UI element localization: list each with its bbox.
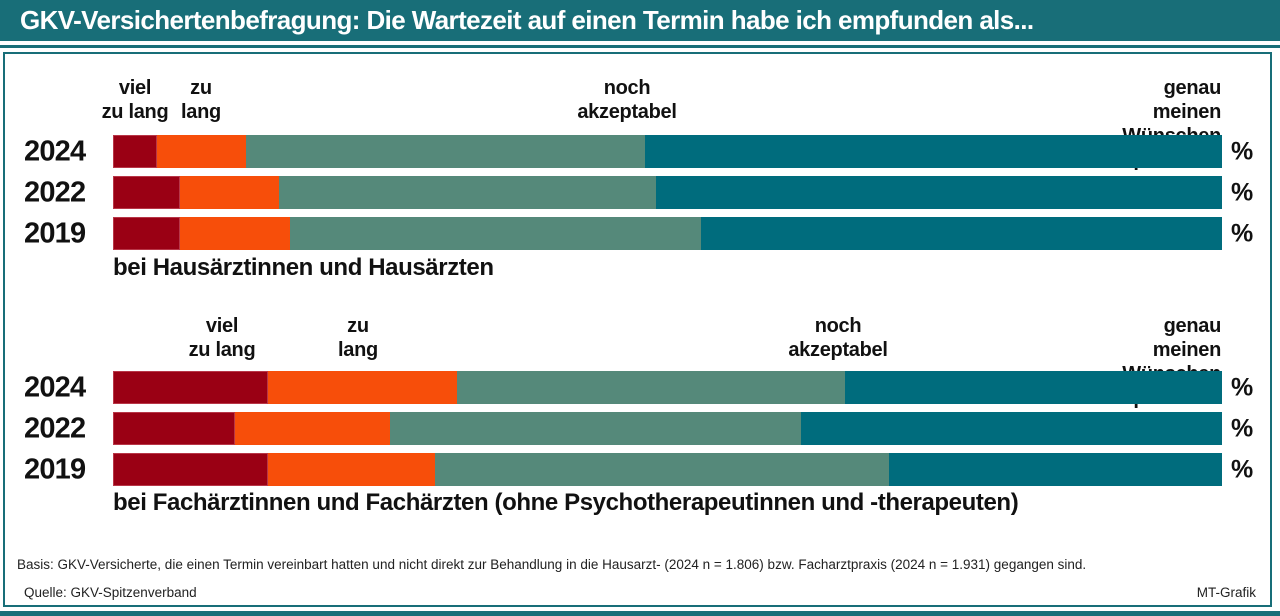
year-label: 2022	[24, 412, 86, 444]
column-label: noch akzeptabel	[788, 315, 888, 361]
segment-zu-lang	[179, 217, 291, 250]
segment-noch-akzeptabel	[290, 217, 701, 250]
column-label: viel zu lang	[101, 77, 169, 123]
segment-genau-meinen-wuenschen	[645, 135, 1222, 168]
percent-sign: %	[1231, 373, 1254, 401]
column-label: noch akzeptabel	[577, 77, 677, 123]
segment-viel-zu-lang	[113, 135, 158, 168]
segment-genau-meinen-wuenschen	[656, 176, 1222, 209]
segment-viel-zu-lang	[113, 412, 235, 445]
segment-noch-akzeptabel	[434, 453, 890, 486]
percent-sign: %	[1231, 219, 1254, 247]
bar-row-2019: 2019%	[0, 453, 1280, 486]
segment-noch-akzeptabel	[390, 412, 801, 445]
segment-zu-lang	[179, 176, 280, 209]
header-rule	[0, 45, 1280, 48]
percent-sign: %	[1231, 178, 1254, 206]
segment-zu-lang	[268, 453, 435, 486]
column-label: zu lang	[181, 77, 221, 123]
column-label: zu lang	[338, 315, 378, 361]
stacked-bar	[113, 176, 1222, 209]
percent-sign: %	[1231, 455, 1254, 483]
segment-noch-akzeptabel	[279, 176, 657, 209]
year-label: 2024	[24, 371, 86, 403]
segment-genau-meinen-wuenschen	[800, 412, 1222, 445]
stacked-bar	[113, 453, 1222, 486]
page-title: GKV-Versichertenbefragung: Die Wartezeit…	[20, 5, 1034, 35]
segment-viel-zu-lang	[113, 176, 180, 209]
segment-zu-lang	[234, 412, 391, 445]
percent-sign: %	[1231, 414, 1254, 442]
stacked-bar	[113, 371, 1222, 404]
chart-subtitle: bei Hausärztinnen und Hausärzten	[113, 254, 494, 281]
stacked-bar	[113, 412, 1222, 445]
segment-noch-akzeptabel	[246, 135, 646, 168]
stacked-bar	[113, 135, 1222, 168]
segment-noch-akzeptabel	[456, 371, 845, 404]
segment-zu-lang	[157, 135, 247, 168]
bar-row-2024: 2024%	[0, 371, 1280, 404]
year-label: 2019	[24, 453, 86, 485]
header-bar: GKV-Versichertenbefragung: Die Wartezeit…	[0, 0, 1280, 41]
segment-viel-zu-lang	[113, 453, 269, 486]
bar-row-2022: 2022%	[0, 176, 1280, 209]
bottom-strip	[0, 611, 1280, 616]
bar-row-2022: 2022%	[0, 412, 1280, 445]
column-label: viel zu lang	[188, 315, 256, 361]
segment-viel-zu-lang	[113, 371, 269, 404]
year-label: 2022	[24, 176, 86, 208]
credit-label: MT-Grafik	[1196, 585, 1256, 600]
segment-genau-meinen-wuenschen	[844, 371, 1222, 404]
year-label: 2024	[24, 135, 86, 167]
segment-genau-meinen-wuenschen	[889, 453, 1222, 486]
stacked-bar	[113, 217, 1222, 250]
percent-sign: %	[1231, 137, 1254, 165]
year-label: 2019	[24, 217, 86, 249]
segment-viel-zu-lang	[113, 217, 180, 250]
segment-genau-meinen-wuenschen	[700, 217, 1222, 250]
basis-note: Basis: GKV-Versicherte, die einen Termin…	[17, 556, 1087, 572]
source-label: Quelle: GKV-Spitzenverband	[24, 585, 197, 600]
segment-zu-lang	[268, 371, 457, 404]
bar-row-2019: 2019%	[0, 217, 1280, 250]
chart-subtitle: bei Fachärztinnen und Fachärzten (ohne P…	[113, 489, 1019, 516]
bar-row-2024: 2024%	[0, 135, 1280, 168]
